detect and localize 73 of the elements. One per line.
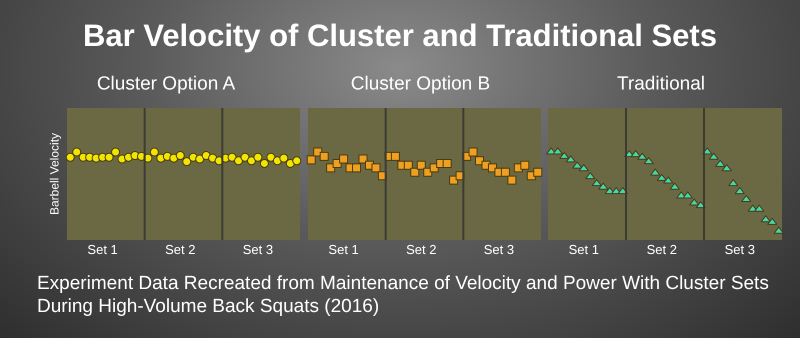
point bbox=[500, 168, 510, 177]
point bbox=[507, 176, 516, 185]
x-tick-label: Set 2 bbox=[406, 242, 436, 257]
point bbox=[585, 172, 596, 180]
point bbox=[266, 152, 276, 162]
point bbox=[246, 156, 256, 166]
x-tick-label: Set 2 bbox=[646, 242, 677, 257]
chart-subtitle: Traditional bbox=[616, 73, 706, 94]
point bbox=[66, 152, 75, 162]
x-tick-label: Set 1 bbox=[328, 242, 359, 257]
point bbox=[468, 148, 478, 156]
point bbox=[234, 156, 244, 166]
point bbox=[410, 168, 420, 177]
x-tick-label: Set 3 bbox=[484, 242, 514, 257]
text: Experiment Data Recreated from Maintenance of Velocity and Power With Cluster Sets During High-Volume Back Squats (2016) bbox=[37, 272, 770, 318]
point bbox=[358, 154, 368, 164]
point bbox=[715, 160, 726, 167]
point bbox=[72, 148, 82, 156]
point bbox=[598, 182, 608, 190]
point bbox=[111, 148, 120, 156]
point bbox=[292, 156, 302, 166]
point bbox=[650, 168, 660, 176]
point bbox=[371, 163, 380, 172]
point bbox=[722, 164, 732, 172]
x-tick-label: Set 2 bbox=[165, 242, 196, 257]
point bbox=[670, 182, 680, 190]
text: Bar Velocity of Cluster and Traditional Sets bbox=[82, 18, 718, 54]
point bbox=[592, 179, 602, 186]
x-tick-label: Set 3 bbox=[724, 242, 755, 257]
chart-subtitle: Cluster Option A bbox=[96, 73, 236, 94]
point bbox=[306, 155, 316, 164]
point bbox=[760, 215, 771, 222]
point bbox=[520, 160, 530, 170]
point bbox=[176, 151, 185, 160]
point bbox=[240, 152, 250, 162]
point bbox=[352, 163, 362, 172]
point bbox=[404, 160, 413, 170]
point bbox=[767, 218, 778, 225]
point bbox=[774, 226, 784, 234]
point bbox=[637, 152, 648, 160]
point bbox=[566, 155, 576, 162]
point bbox=[734, 187, 745, 194]
point bbox=[150, 148, 159, 156]
point bbox=[320, 152, 329, 161]
point bbox=[279, 154, 288, 163]
point bbox=[728, 179, 738, 186]
point bbox=[182, 157, 192, 166]
point bbox=[442, 158, 452, 168]
point bbox=[578, 164, 589, 172]
y-axis-title: Barbell Velocity bbox=[47, 132, 62, 216]
point bbox=[533, 168, 542, 177]
point bbox=[339, 154, 348, 164]
x-tick-label: Set 1 bbox=[568, 242, 599, 257]
point bbox=[630, 150, 641, 158]
point bbox=[689, 198, 700, 206]
point bbox=[559, 152, 570, 159]
point bbox=[253, 152, 262, 162]
point bbox=[708, 152, 719, 160]
point bbox=[741, 195, 752, 202]
point bbox=[228, 152, 237, 162]
point bbox=[754, 204, 764, 212]
point bbox=[416, 160, 426, 170]
chart-subtitle: Cluster Option B bbox=[350, 73, 490, 94]
point bbox=[572, 162, 582, 169]
point bbox=[390, 152, 400, 161]
point bbox=[663, 176, 674, 184]
x-tick-label: Set 1 bbox=[87, 242, 118, 257]
point bbox=[644, 157, 654, 164]
point bbox=[656, 174, 667, 181]
x-tick-label: Set 3 bbox=[242, 242, 274, 257]
point bbox=[260, 158, 269, 168]
point bbox=[195, 154, 204, 164]
point bbox=[104, 152, 114, 162]
